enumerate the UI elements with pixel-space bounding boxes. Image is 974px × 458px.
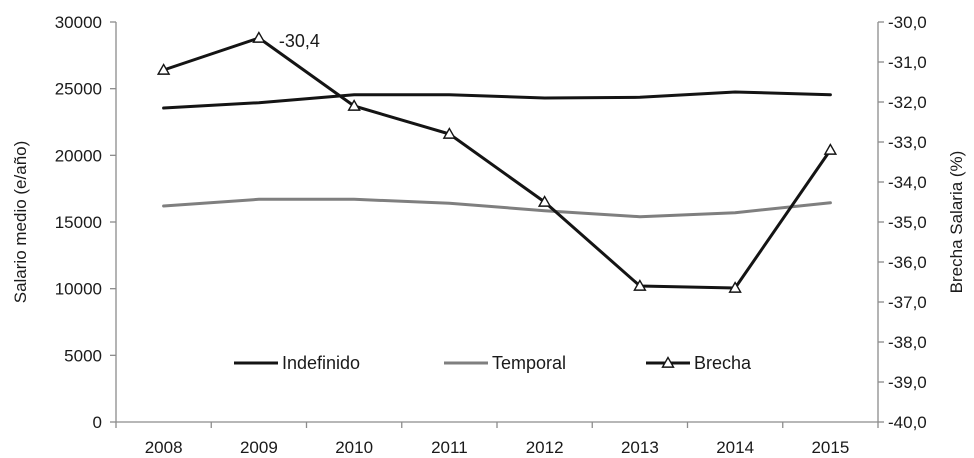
right-y-tick-label: -33,0	[888, 133, 927, 152]
axes-layer	[110, 21, 884, 428]
text-layer: 0 5000 10000 15000 20000 25000 30000 -30,0 -31,0…	[11, 13, 966, 457]
x-tick-label: 2009	[240, 438, 278, 457]
left-y-tick-label: 10000	[55, 280, 102, 299]
right-y-tick-label: -40,0	[888, 413, 927, 432]
x-tick-label: 2010	[335, 438, 373, 457]
left-y-tick-label: 30000	[55, 13, 102, 32]
legend-label-brecha: Brecha	[694, 353, 752, 373]
data-point-brecha	[728, 281, 742, 293]
left-y-tick-label: 0	[93, 413, 102, 432]
data-point-brecha	[442, 127, 457, 139]
left-y-tick-label: 20000	[55, 146, 102, 165]
data-point-brecha	[347, 99, 361, 111]
left-y-tick-label: 5000	[64, 346, 102, 365]
data-point-brecha	[156, 63, 171, 75]
right-y-tick-label: -35,0	[888, 213, 927, 232]
left-y-tick-label: 15000	[55, 213, 102, 232]
right-y-tick-label: -30,0	[888, 13, 927, 32]
left-y-tick-label: 25000	[55, 80, 102, 99]
x-tick-label: 2008	[145, 438, 183, 457]
x-tick-label: 2015	[811, 438, 849, 457]
legend-label-temporal: Temporal	[492, 353, 566, 373]
right-y-tick-label: -32,0	[888, 93, 927, 112]
legend-marker-brecha	[661, 356, 675, 368]
data-point-brecha	[633, 279, 647, 291]
x-tick-label: 2013	[621, 438, 659, 457]
right-y-tick-label: -37,0	[888, 293, 927, 312]
data-point-brecha	[252, 31, 266, 43]
legend-label-indefinido: Indefinido	[282, 353, 360, 373]
x-tick-label: 2011	[431, 438, 468, 457]
data-point-brecha	[537, 195, 552, 207]
series-line-temporal	[162, 197, 832, 219]
x-tick-label: 2012	[526, 438, 564, 457]
right-y-tick-label: -34,0	[888, 173, 927, 192]
right-y-axis-title: Brecha Salaria (%)	[947, 151, 966, 294]
right-y-tick-label: -38,0	[888, 333, 927, 352]
series-layer	[156, 31, 838, 293]
series-line-brecha	[162, 36, 832, 290]
right-y-tick-label: -39,0	[888, 373, 927, 392]
data-label-annotation: -30,4	[279, 31, 320, 51]
left-y-axis-title: Salario medio (e/año)	[11, 141, 30, 304]
series-line-indefinido	[162, 90, 832, 110]
legend: Indefinido Temporal Brecha	[234, 353, 752, 373]
data-point-brecha	[823, 143, 838, 155]
x-tick-label: 2014	[716, 438, 754, 457]
right-y-tick-label: -31,0	[888, 53, 927, 72]
right-y-tick-label: -36,0	[888, 253, 927, 272]
